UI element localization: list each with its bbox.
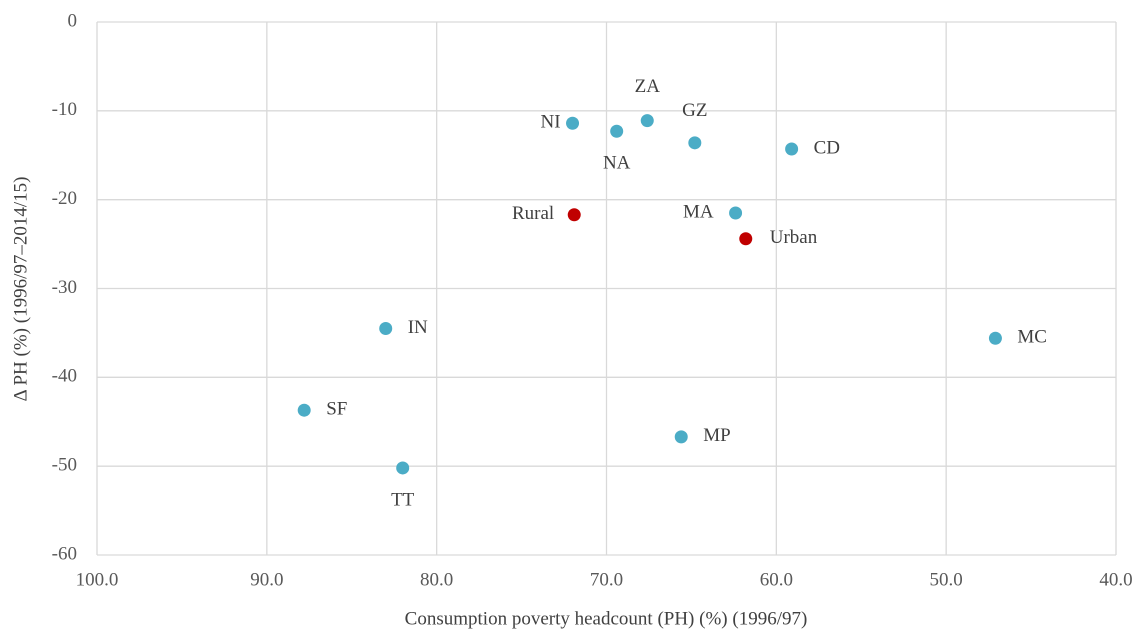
point-label: MP xyxy=(703,425,730,446)
point-label: MA xyxy=(683,201,714,222)
point xyxy=(688,136,702,150)
point xyxy=(785,142,799,156)
x-tick-label: 40.0 xyxy=(1099,569,1132,590)
y-tick-label: 0 xyxy=(68,10,78,31)
point xyxy=(640,114,654,128)
x-tick-label: 70.0 xyxy=(590,569,623,590)
point-label: GZ xyxy=(682,100,707,121)
point-label: NA xyxy=(603,153,631,174)
point-label: SF xyxy=(326,399,347,420)
point-label: TT xyxy=(391,489,415,510)
point-label: MC xyxy=(1017,327,1047,348)
x-tick-label: 50.0 xyxy=(930,569,963,590)
point-label: ZA xyxy=(635,76,661,97)
point xyxy=(379,321,393,335)
y-tick-label: -50 xyxy=(52,455,77,476)
point-label: NI xyxy=(540,112,560,133)
x-tick-label: 60.0 xyxy=(760,569,793,590)
point-label: CD xyxy=(814,137,840,158)
y-tick-label: -40 xyxy=(52,366,77,387)
point-label: Rural xyxy=(512,203,554,224)
point xyxy=(729,206,743,220)
point xyxy=(566,116,580,130)
point xyxy=(297,403,311,417)
y-tick-label: -10 xyxy=(52,99,77,120)
y-tick-label: -20 xyxy=(52,188,77,209)
x-tick-label: 80.0 xyxy=(420,569,453,590)
x-tick-label: 90.0 xyxy=(250,569,283,590)
point xyxy=(739,232,753,246)
point xyxy=(988,331,1002,345)
point-label: IN xyxy=(408,317,428,338)
point xyxy=(674,430,688,444)
y-tick-label: -30 xyxy=(52,277,77,298)
x-axis-title: Consumption poverty headcount (PH) (%) (… xyxy=(405,608,808,629)
point xyxy=(396,461,410,475)
y-axis-title: Δ PH (%) (1996/97–2014/15) xyxy=(10,177,31,402)
point xyxy=(567,208,581,222)
x-tick-label: 100.0 xyxy=(76,569,119,590)
y-tick-label: -60 xyxy=(52,543,77,564)
point xyxy=(610,124,624,138)
point-label: Urban xyxy=(770,227,818,248)
